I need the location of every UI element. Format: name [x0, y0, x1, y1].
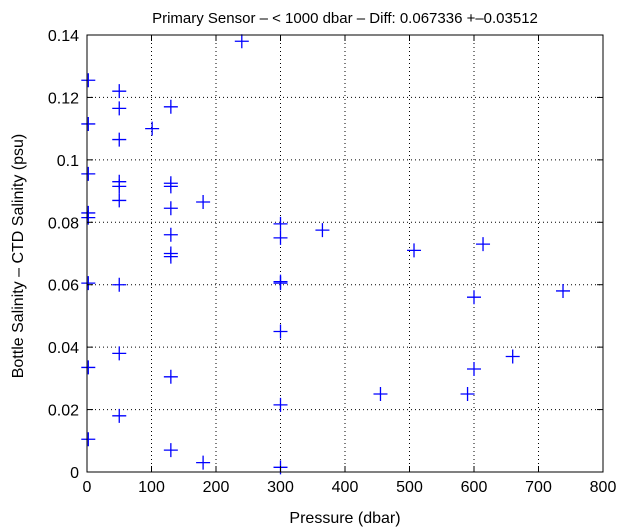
- data-point-plus-marker: [163, 369, 178, 384]
- plot-area: 0 100 200 300 400 500 600 700 800 00.020.040.060…: [48, 28, 617, 496]
- x-tick-label: 0: [83, 479, 92, 496]
- x-tick-labels: 0 100 200 300 400 500 600 700 800: [83, 479, 617, 496]
- data-point-plus-marker: [112, 193, 127, 208]
- data-point-plus-marker: [556, 283, 571, 298]
- data-point-plus-marker: [476, 237, 491, 252]
- data-point-plus-marker: [460, 386, 475, 401]
- data-point-plus-marker: [273, 230, 288, 245]
- data-point-plus-marker: [273, 276, 288, 291]
- data-point-plus-marker: [234, 34, 249, 49]
- y-tick-label: 0.12: [48, 90, 79, 107]
- data-point-plus-marker: [196, 194, 211, 209]
- data-point-plus-marker: [81, 116, 96, 131]
- data-point-plus-marker: [81, 432, 96, 447]
- x-tick-label: 100: [138, 479, 165, 496]
- y-tick-label: 0: [70, 465, 79, 482]
- y-tick-label: 0.08: [48, 215, 79, 232]
- data-point-plus-marker: [112, 277, 127, 292]
- data-point-plus-marker: [467, 290, 481, 305]
- data-point-plus-marker: [112, 408, 127, 423]
- y-tick-label: 0.04: [48, 340, 79, 357]
- y-tick-label: 0.14: [48, 28, 79, 45]
- data-point-plus-marker: [112, 84, 127, 99]
- data-point-plus-marker: [407, 243, 422, 258]
- data-point-plus-marker: [273, 324, 288, 339]
- data-point-plus-marker: [163, 227, 178, 242]
- data-point-plus-marker: [81, 276, 96, 291]
- data-point-plus-marker: [163, 99, 178, 114]
- y-tick-label: 0.1: [57, 153, 79, 170]
- data-point-plus-marker: [81, 73, 96, 88]
- y-tick-label: 0.02: [48, 403, 79, 420]
- data-point-plus-marker: [273, 216, 288, 231]
- data-point-plus-marker: [163, 443, 178, 458]
- x-tick-label: 600: [461, 479, 488, 496]
- data-point-plus-marker: [112, 179, 127, 194]
- data-point-plus-marker: [163, 201, 178, 216]
- data-point-plus-marker: [112, 132, 127, 147]
- x-tick-label: 800: [590, 479, 617, 496]
- data-point-plus-marker: [315, 223, 330, 238]
- data-points: [81, 34, 571, 475]
- x-tick-label: 500: [396, 479, 423, 496]
- data-point-plus-marker: [273, 397, 288, 412]
- data-point-plus-marker: [505, 349, 520, 364]
- x-axis-label: Pressure (dbar): [289, 510, 400, 527]
- data-point-plus-marker: [163, 179, 178, 194]
- data-point-plus-marker: [163, 249, 178, 264]
- y-axis-label: Bottle Salinity – CTD Salinity (psu): [10, 134, 27, 379]
- data-point-plus-marker: [196, 455, 211, 470]
- data-point-plus-marker: [81, 166, 96, 181]
- data-point-plus-marker: [145, 121, 160, 136]
- data-point-plus-marker: [112, 101, 127, 116]
- x-tick-label: 200: [203, 479, 230, 496]
- x-tick-label: 400: [332, 479, 359, 496]
- tick-marks: [86, 34, 604, 473]
- y-tick-label: 0.06: [48, 278, 79, 295]
- data-point-plus-marker: [81, 360, 96, 375]
- x-tick-label: 300: [267, 479, 294, 496]
- y-tick-labels: 0 0.02 0.04 0.06 0.08 0.1 0.12 0.14: [48, 28, 79, 482]
- data-point-plus-marker: [112, 346, 127, 361]
- chart-title: Primary Sensor – < 1000 dbar – Diff: 0.0…: [152, 10, 538, 27]
- data-point-plus-marker: [373, 386, 388, 401]
- x-tick-label: 700: [525, 479, 552, 496]
- data-point-plus-marker: [467, 361, 481, 376]
